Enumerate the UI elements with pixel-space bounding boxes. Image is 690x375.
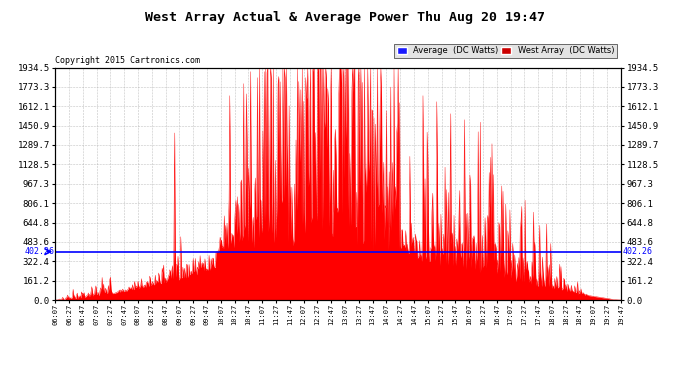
Text: 402.26: 402.26 bbox=[25, 247, 55, 256]
Text: Copyright 2015 Cartronics.com: Copyright 2015 Cartronics.com bbox=[55, 56, 200, 65]
Text: 402.26: 402.26 bbox=[622, 247, 652, 256]
Text: West Array Actual & Average Power Thu Aug 20 19:47: West Array Actual & Average Power Thu Au… bbox=[145, 11, 545, 24]
Legend: Average  (DC Watts), West Array  (DC Watts): Average (DC Watts), West Array (DC Watts… bbox=[394, 44, 617, 58]
